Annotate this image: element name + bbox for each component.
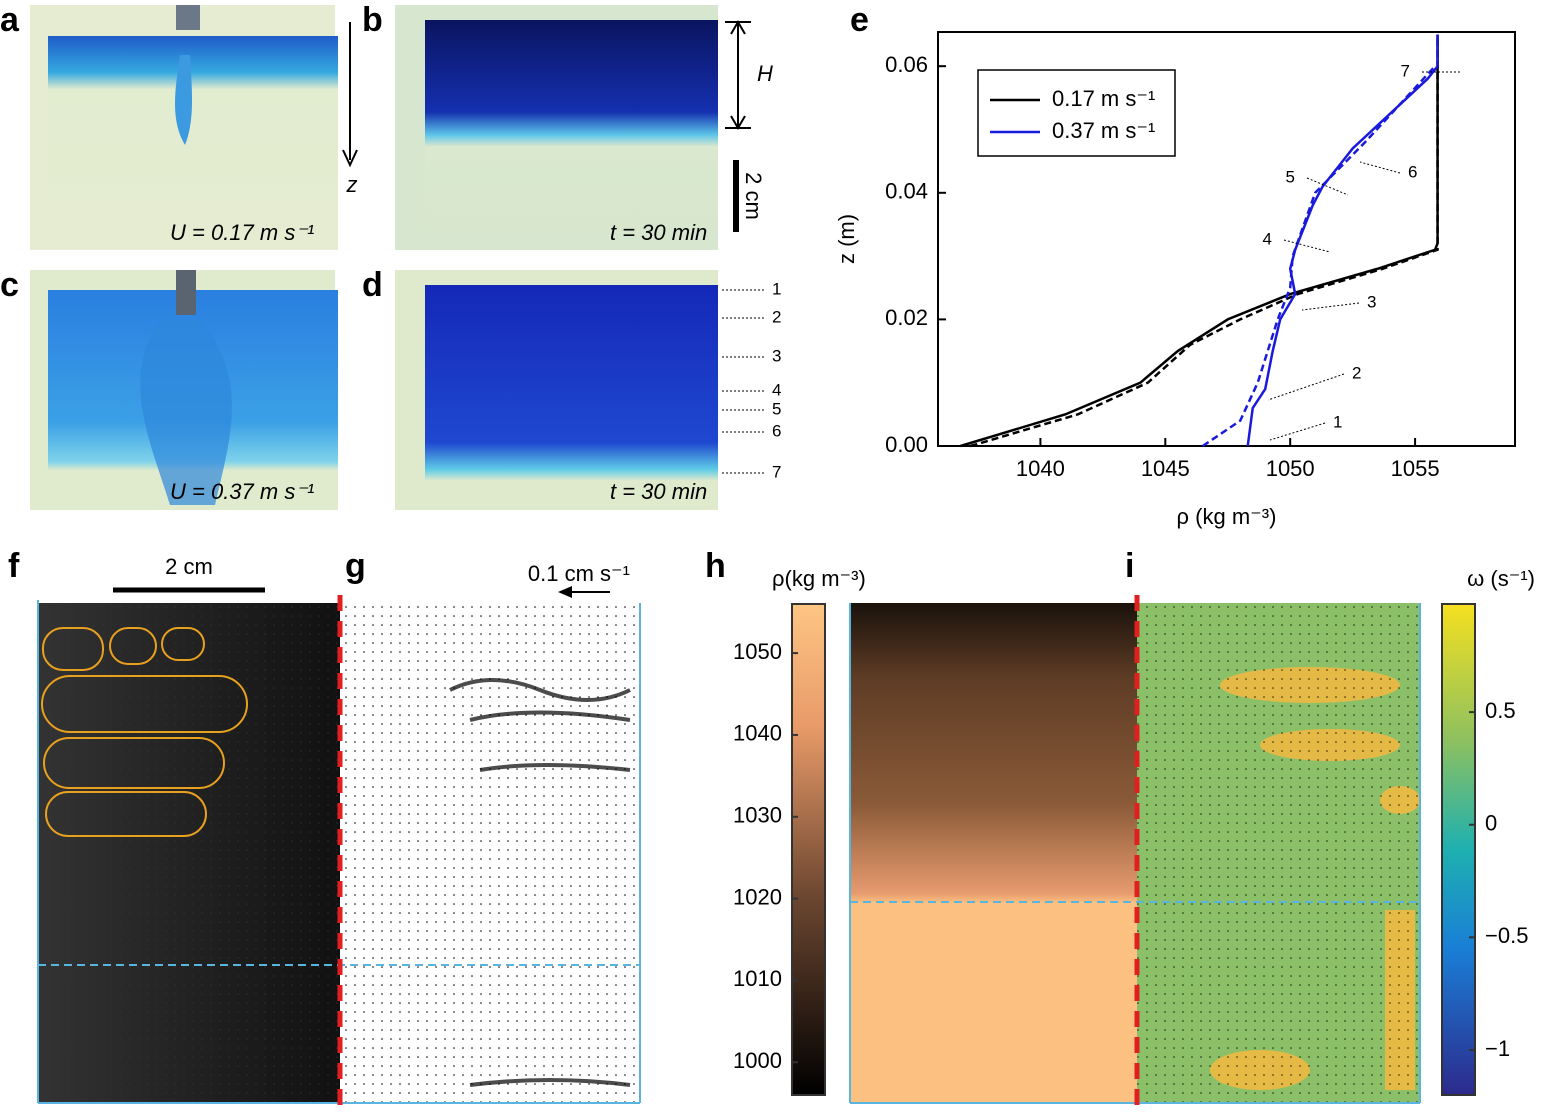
panel-label: d — [362, 266, 383, 304]
annotation: 5 — [1286, 167, 1295, 186]
annotation-leader — [1359, 161, 1401, 174]
annotation: 7 — [1401, 61, 1410, 80]
annotation-leader — [1283, 239, 1331, 253]
photo-panels — [30, 5, 751, 510]
x-tick-label: 1045 — [1141, 456, 1190, 481]
vector-field — [340, 603, 640, 1103]
y-axis-label: z (m) — [834, 214, 859, 264]
panel-label: a — [0, 1, 20, 39]
colorbar-tick-label: 1050 — [733, 639, 782, 664]
colorbar-label: ρ(kg m⁻³) — [772, 566, 866, 591]
density-map — [850, 603, 1137, 1103]
level-label: 5 — [772, 399, 781, 418]
annotation: 1 — [1333, 412, 1342, 431]
legend-box — [977, 69, 1176, 157]
time-label: t = 30 min — [610, 220, 707, 245]
annotation: 2 — [1352, 363, 1361, 382]
annotation-leader — [1306, 177, 1349, 196]
level-label: 1 — [772, 279, 781, 298]
annotation: 6 — [1408, 162, 1417, 181]
x-axis-label: ρ (kg m⁻³) — [1177, 504, 1277, 529]
y-tick-label: 0.00 — [885, 432, 928, 457]
x-tick-label: 1050 — [1266, 456, 1315, 481]
piv-panels — [37, 586, 1421, 1114]
colorbar-tick-label: −1 — [1485, 1036, 1510, 1061]
plot-frame — [937, 31, 1516, 447]
series-line — [1202, 65, 1436, 448]
colorbar-tick-label: −0.5 — [1485, 923, 1528, 948]
series-line — [970, 34, 1439, 448]
level-label: 7 — [772, 462, 781, 481]
panel-label: b — [362, 1, 383, 39]
level-label: 6 — [772, 421, 781, 440]
speed-label: U = 0.37 m s⁻¹ — [170, 479, 314, 504]
depth-label: z — [346, 172, 358, 197]
y-tick-label: 0.06 — [885, 52, 928, 77]
y-tick-label: 0.04 — [885, 179, 928, 204]
colorbar-tick-label: 1030 — [733, 803, 782, 828]
colorbar-tick-label: 1040 — [733, 721, 782, 746]
series-line — [1246, 34, 1439, 447]
annotation: 4 — [1263, 229, 1272, 248]
panel-label: i — [1125, 547, 1134, 585]
colorbar — [1441, 603, 1476, 1096]
y-tick-label: 0.02 — [885, 305, 928, 330]
panel-label: f — [8, 547, 20, 585]
legend-label: 0.17 m s⁻¹ — [1052, 86, 1155, 111]
speed-label: U = 0.17 m s⁻¹ — [170, 220, 314, 245]
annotation: 3 — [1367, 292, 1376, 311]
level-label: 2 — [772, 307, 781, 326]
colorbar-label: ω (s⁻¹) — [1467, 566, 1535, 591]
x-tick-label: 1040 — [1016, 456, 1065, 481]
colorbar-tick-label: 0.5 — [1485, 698, 1516, 723]
scale-label: 2 cm — [741, 172, 766, 220]
annotation-leader — [1269, 422, 1326, 441]
time-label: t = 30 min — [610, 479, 707, 504]
panel-label: g — [345, 547, 366, 585]
scale-label: 2 cm — [165, 554, 213, 579]
annotation-leader — [1301, 302, 1360, 311]
colorbar-tick-label: 1010 — [733, 966, 782, 991]
colorbar — [791, 603, 826, 1096]
colorbar-tick-label: 1000 — [733, 1048, 782, 1073]
level-label: 3 — [772, 346, 781, 365]
colorbar-tick-label: 0 — [1485, 811, 1497, 836]
x-tick-label: 1055 — [1391, 456, 1440, 481]
panel-label: h — [705, 547, 726, 585]
panel-label: c — [0, 266, 19, 304]
level-label: 4 — [772, 380, 781, 399]
annotation-leader — [1267, 373, 1345, 401]
colorbar-tick-label: 1020 — [733, 884, 782, 909]
velocity-scale-label: 0.1 cm s⁻¹ — [528, 561, 630, 586]
series-line — [960, 34, 1439, 448]
legend-label: 0.37 m s⁻¹ — [1052, 118, 1155, 143]
panel-label: e — [850, 1, 869, 39]
height-label: H — [757, 61, 773, 86]
